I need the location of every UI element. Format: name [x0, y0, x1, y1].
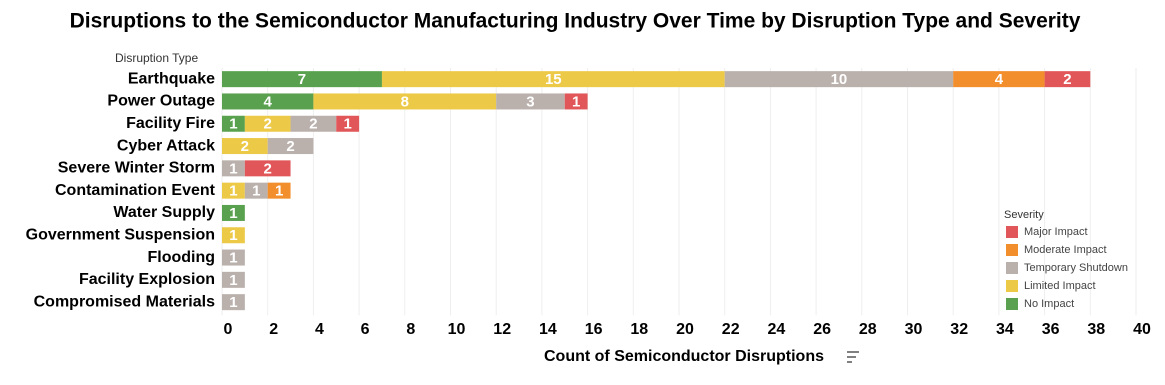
data-label: 1 [229, 183, 237, 200]
bar-segment [336, 115, 360, 132]
bar-segment [564, 93, 588, 110]
x-tick-label: 0 [224, 321, 233, 338]
x-tick-label: 22 [722, 321, 740, 338]
legend-label: Moderate Impact [1024, 244, 1107, 256]
bar-segment [724, 71, 954, 88]
data-label: 8 [401, 93, 409, 110]
data-label: 1 [229, 227, 237, 244]
bar-segment [267, 182, 291, 199]
data-label: 7 [298, 71, 306, 88]
x-tick-label: 18 [630, 321, 648, 338]
data-label: 4 [995, 71, 1004, 88]
data-label: 1 [229, 250, 237, 267]
chart-title: Disruptions to the Semiconductor Manufac… [70, 10, 1081, 33]
category-label: Power Outage [107, 93, 215, 110]
x-axis-title: Count of Semiconductor Disruptions [544, 348, 824, 365]
bar-segment [244, 160, 291, 177]
data-label: 3 [526, 93, 534, 110]
bar-segment [222, 115, 245, 132]
legend-title: Severity [1004, 209, 1044, 221]
data-label: 2 [286, 138, 294, 155]
legend-swatch [1006, 280, 1018, 292]
x-tick-label: 26 [813, 321, 831, 338]
x-tick-label: 28 [859, 321, 877, 338]
data-label: 1 [572, 93, 580, 110]
data-label: 1 [252, 183, 260, 200]
bar-segment [222, 294, 245, 311]
x-tick-label: 12 [493, 321, 511, 338]
data-label: 1 [344, 116, 352, 133]
data-label: 15 [545, 71, 562, 88]
data-label: 10 [831, 71, 848, 88]
category-label: Water Supply [113, 204, 215, 221]
bar-segment [290, 115, 337, 132]
bar-segment [222, 160, 245, 177]
category-label: Compromised Materials [34, 293, 215, 310]
x-tick-label: 36 [1042, 321, 1060, 338]
x-tick-label: 6 [361, 321, 370, 338]
legend-label: Temporary Shutdown [1024, 262, 1128, 274]
bar-segment [313, 93, 497, 110]
bar-segment [222, 227, 245, 244]
bar-segment [222, 71, 382, 88]
bar-segment [1044, 71, 1091, 88]
bar-segment [267, 138, 314, 155]
x-tick-label: 24 [768, 321, 786, 338]
bar-segment [222, 204, 245, 221]
data-label: 1 [229, 205, 237, 222]
data-label: 1 [229, 272, 237, 289]
bar-segment [953, 71, 1045, 88]
bar-segment [222, 138, 268, 155]
category-label: Severe Winter Storm [58, 160, 215, 177]
y-axis-title: Disruption Type [115, 51, 198, 65]
legend-swatch [1006, 298, 1018, 310]
bar-segment [381, 71, 725, 88]
x-tick-label: 16 [585, 321, 603, 338]
category-label: Facility Explosion [79, 271, 215, 288]
category-label: Flooding [147, 249, 215, 266]
x-tick-label: 20 [676, 321, 694, 338]
data-label: 1 [229, 294, 237, 311]
bar-segment [244, 182, 268, 199]
x-tick-label: 30 [905, 321, 923, 338]
bar-segment [496, 93, 565, 110]
bar-segment [222, 93, 314, 110]
x-tick-label: 40 [1133, 321, 1151, 338]
legend-swatch [1006, 262, 1018, 274]
legend-swatch [1006, 244, 1018, 256]
x-tick-label: 10 [448, 321, 466, 338]
legend-label: Limited Impact [1024, 280, 1096, 292]
category-label: Facility Fire [126, 115, 215, 132]
x-tick-label: 38 [1087, 321, 1105, 338]
data-label: 2 [264, 160, 272, 177]
category-label: Cyber Attack [117, 137, 215, 154]
category-label: Earthquake [128, 70, 215, 87]
x-tick-label: 32 [950, 321, 968, 338]
x-tick-label: 34 [996, 321, 1014, 338]
data-label: 2 [264, 116, 272, 133]
bar-segment [222, 271, 245, 288]
data-label: 1 [275, 183, 283, 200]
legend-swatch [1006, 226, 1018, 238]
data-label: 2 [309, 116, 317, 133]
bar-segment [222, 249, 245, 266]
legend-label: Major Impact [1024, 226, 1088, 238]
data-label: 4 [264, 93, 273, 110]
sort-icon[interactable] [847, 351, 859, 363]
x-tick-label: 2 [269, 321, 278, 338]
x-tick-label: 4 [315, 321, 324, 338]
x-tick-label: 8 [406, 321, 415, 338]
data-label: 2 [241, 138, 249, 155]
x-tick-label: 14 [539, 321, 557, 338]
legend-label: No Impact [1024, 298, 1074, 310]
data-label: 1 [229, 160, 237, 177]
bar-segment [222, 182, 245, 199]
bar-segment [244, 115, 291, 132]
data-label: 1 [229, 116, 237, 133]
category-label: Government Suspension [26, 226, 215, 243]
data-label: 2 [1063, 71, 1071, 88]
category-label: Contamination Event [55, 182, 216, 199]
